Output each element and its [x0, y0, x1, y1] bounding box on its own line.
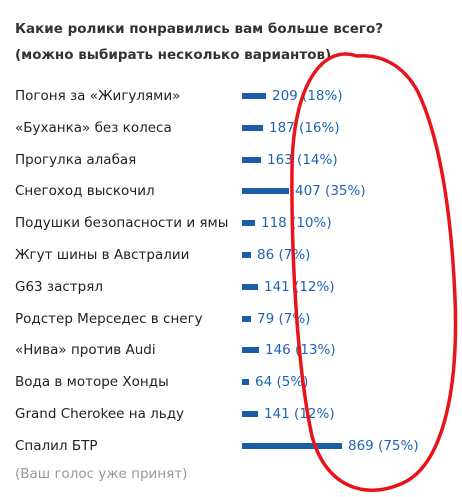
poll-option-bar: [242, 347, 259, 354]
poll-option-value: 141 (12%): [264, 278, 335, 295]
poll-option-bar: [242, 124, 263, 131]
poll-option-value: 163 (14%): [267, 151, 338, 168]
poll-option-row: Снегоход выскочил 407 (35%): [0, 175, 462, 207]
poll-option-row: Grand Cherokee на льду 141 (12%): [0, 398, 462, 430]
poll-option-label: «Буханка» без колеса: [15, 119, 172, 136]
poll-option-value: 118 (10%): [261, 215, 332, 232]
poll-option-label: G63 застрял: [15, 278, 103, 295]
poll-option-label: Погоня за «Жигулями»: [15, 88, 181, 104]
poll-option-label: Родстер Мерседес в снегу: [15, 310, 203, 327]
poll-option-value: 869 (75%): [348, 437, 419, 454]
poll-option-row: Прогулка алабая 163 (14%): [0, 144, 462, 176]
poll-option-row: G63 застрял 141 (12%): [0, 271, 462, 303]
poll-option-bar: [242, 220, 255, 227]
poll-option-bar: [242, 315, 251, 322]
poll-option-row: «Нива» против Audi 146 (13%): [0, 334, 462, 366]
poll-option-bar: [242, 379, 249, 386]
poll-option-value: 79 (7%): [257, 310, 311, 327]
poll-option-label: Прогулка алабая: [15, 151, 137, 168]
poll-option-label: Вода в моторе Хонды: [15, 374, 169, 391]
poll-option-bar: [242, 188, 289, 195]
poll-option-row: Спалил БТР 869 (75%): [0, 430, 462, 462]
poll-option-row: Подушки безопасности и ямы 118 (10%): [0, 207, 462, 239]
poll-option-label: Grand Cherokee на льду: [15, 406, 185, 422]
poll-title-line-1: Какие ролики понравились вам больше всег…: [15, 21, 384, 37]
poll-option-value: 86 (7%): [257, 247, 311, 263]
poll-option-bar: [242, 283, 258, 290]
poll-option-value: 209 (18%): [272, 88, 343, 104]
poll-option-label: Снегоход выскочил: [15, 183, 155, 200]
poll-title-line-2: (можно выбирать несколько вариантов): [15, 47, 332, 63]
poll-option-label: «Нива» против Audi: [15, 342, 156, 359]
poll-option-bar: [242, 93, 266, 99]
poll-option-value: 187 (16%): [269, 119, 340, 136]
poll-option-bar: [242, 156, 261, 163]
poll-option-row: Вода в моторе Хонды 64 (5%): [0, 366, 462, 398]
poll-option-label: Жгут шины в Австралии: [15, 247, 190, 263]
poll-title: Какие ролики понравились вам больше всег…: [15, 16, 455, 68]
poll-option-row: «Буханка» без колеса 187 (16%): [0, 112, 462, 144]
poll-option-value: 146 (13%): [265, 342, 336, 359]
poll-option-bar: [242, 411, 258, 417]
poll-option-row: Жгут шины в Австралии 86 (7%): [0, 239, 462, 271]
poll-option-value: 141 (12%): [264, 406, 335, 422]
poll-option-bar: [242, 252, 251, 258]
poll-option-bar: [242, 442, 342, 449]
poll-option-label: Спалил БТР: [15, 437, 98, 454]
poll-option-row: Родстер Мерседес в снегу 79 (7%): [0, 303, 462, 335]
poll-option-label: Подушки безопасности и ямы: [15, 215, 229, 232]
poll-option-value: 407 (35%): [295, 183, 366, 200]
poll-option-value: 64 (5%): [255, 374, 309, 391]
poll-option-row: Погоня за «Жигулями» 209 (18%): [0, 80, 462, 112]
vote-accepted-note: (Ваш голос уже принят): [15, 466, 188, 482]
